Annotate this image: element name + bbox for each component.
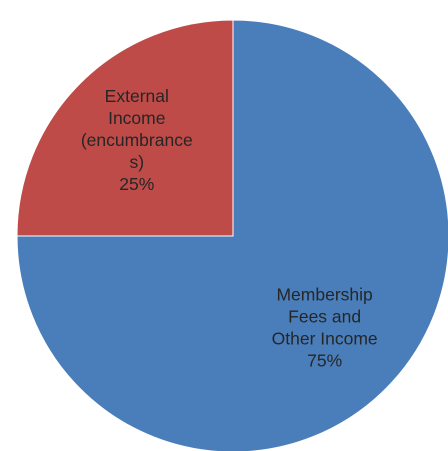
pie-slice-value-label: 25% [119,174,154,194]
pie-slice-label-line: External [105,86,169,106]
pie-slice-value-label: 75% [307,351,342,371]
pie-slice-label-line: (encumbrance [81,130,193,150]
pie-slice-label-1: External Income (encumbrance s) 25% [81,86,193,194]
pie-slice-label-line: s) [129,152,144,172]
pie-slice-label-line: Fees and [288,307,361,327]
pie-slice-1 [16,19,234,237]
pie-slice-label-line: Income [108,108,165,128]
pie-slice-label-line: Other Income [272,329,378,349]
pie-slice-0 [16,19,448,451]
pie-labels: Membership Fees and Other Income 75% Externa… [81,86,378,371]
pie-slice-label-0: Membership Fees and Other Income 75% [272,285,378,371]
pie-slices [16,19,448,451]
pie-slice-label-line: Membership [276,285,372,305]
